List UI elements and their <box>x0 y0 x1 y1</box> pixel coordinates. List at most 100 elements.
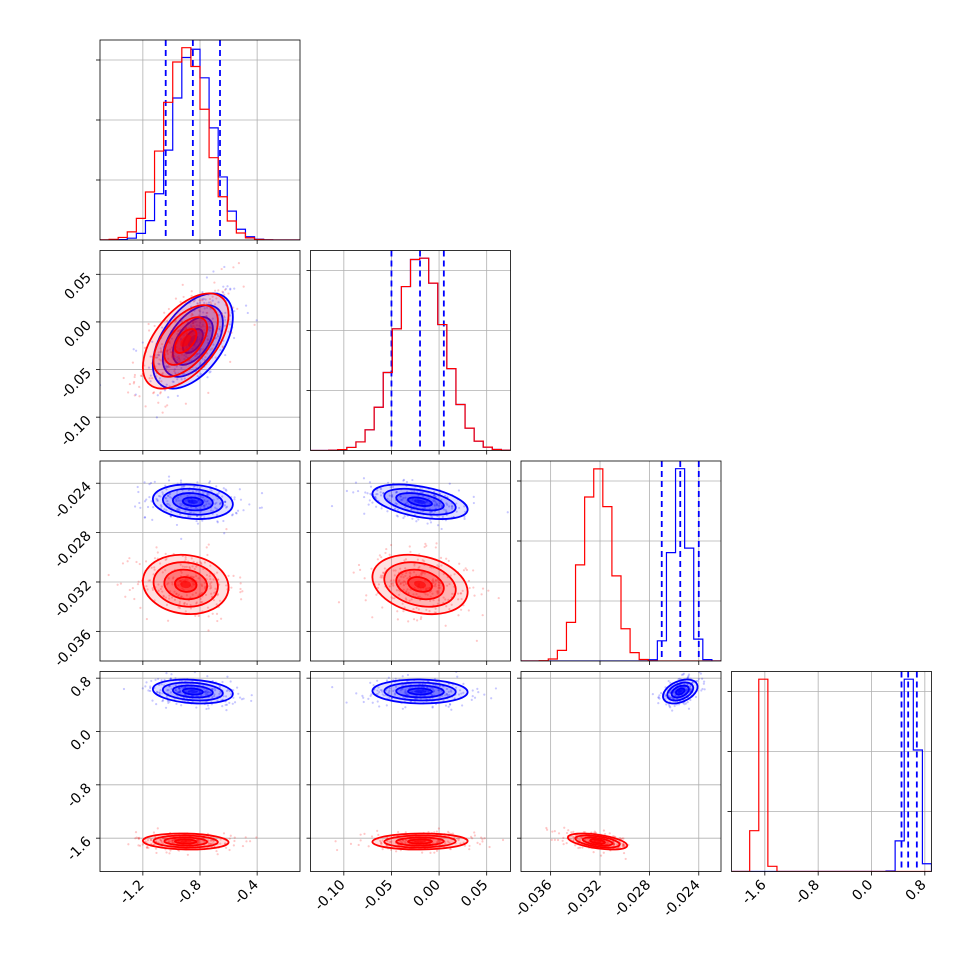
scatter-point <box>388 553 391 556</box>
scatter-point <box>160 839 163 842</box>
scatter-point <box>685 688 688 691</box>
scatter-point <box>405 692 408 695</box>
scatter-point <box>167 494 170 498</box>
scatter-point <box>447 830 450 833</box>
scatter-point <box>402 839 405 843</box>
scatter-point <box>665 703 668 706</box>
scatter-point <box>429 511 432 514</box>
scatter-point <box>206 499 209 503</box>
scatter-point <box>166 349 169 352</box>
scatter-point <box>258 506 261 510</box>
density-level-series_b <box>180 335 192 347</box>
panel-3-0: -1.2 -0.8 -0.4 -1.6 -0.8 0.0 0.8 <box>64 671 301 908</box>
scatter-point <box>220 312 224 315</box>
scatter-point <box>497 596 500 600</box>
scatter-point <box>183 377 186 380</box>
scatter-point <box>161 491 164 494</box>
scatter-point <box>250 694 253 697</box>
scatter-point <box>371 501 374 504</box>
scatter-point <box>173 368 176 371</box>
scatter-point <box>374 496 377 499</box>
contour-series_b <box>567 832 629 851</box>
scatter-point <box>185 346 188 350</box>
scatter-point <box>448 693 451 697</box>
scatter-point <box>178 347 181 350</box>
scatter-point <box>225 846 228 849</box>
contour-series_a <box>395 492 445 512</box>
scatter-point <box>194 358 197 361</box>
scatter-point <box>409 504 413 507</box>
scatter-point <box>175 523 179 527</box>
scatter-point <box>376 558 379 561</box>
scatter-point <box>190 314 193 317</box>
scatter-point <box>405 590 408 593</box>
scatter-point <box>210 839 213 842</box>
scatter-point <box>180 571 183 574</box>
scatter-point <box>206 693 209 696</box>
scatter-point <box>143 516 146 519</box>
scatter-point <box>134 393 137 396</box>
scatter-point <box>208 367 211 370</box>
scatter-point <box>203 561 206 564</box>
scatter-point <box>149 481 153 485</box>
scatter-point <box>147 846 150 849</box>
contour-series_b <box>141 832 230 851</box>
scatter-point <box>223 504 226 507</box>
scatter-point <box>403 515 406 518</box>
scatter-point <box>354 481 358 484</box>
scatter-point <box>171 583 174 586</box>
scatter-point <box>158 377 162 380</box>
scatter-point <box>621 844 624 848</box>
scatter-point <box>176 356 179 359</box>
density-level-series_a <box>414 689 426 693</box>
scatter-point <box>159 347 162 350</box>
scatter-point <box>209 370 212 373</box>
scatter-point <box>444 842 447 845</box>
scatter-point <box>156 827 159 830</box>
scatter-point <box>167 475 171 478</box>
scatter-point <box>192 582 195 585</box>
scatter-point <box>166 699 169 703</box>
scatter-point <box>207 615 210 618</box>
scatter-point <box>169 849 172 852</box>
scatter-point <box>167 479 171 482</box>
scatter-point <box>201 492 205 495</box>
scatter-point <box>412 618 416 621</box>
scatter-point <box>133 394 136 397</box>
density-level-series_a <box>187 499 198 504</box>
scatter-point <box>135 560 138 564</box>
scatter-point <box>396 830 400 834</box>
panel-content <box>521 671 721 872</box>
scatter-point <box>209 326 213 330</box>
scatter-point <box>412 608 415 611</box>
scatter-point <box>170 337 174 340</box>
scatter-point <box>663 695 667 698</box>
scatter-point <box>426 587 429 590</box>
contour-series_b <box>574 834 621 849</box>
scatter-point <box>200 325 203 328</box>
scatter-point <box>395 502 398 506</box>
scatter-point <box>136 485 139 489</box>
scatter-point <box>454 686 458 689</box>
scatter-point <box>402 478 406 481</box>
scatter-point <box>391 493 394 497</box>
scatter-point <box>224 353 227 357</box>
scatter-point <box>185 574 188 577</box>
scatter-point <box>167 577 170 580</box>
scatter-point <box>234 511 238 515</box>
scatter-point <box>140 374 143 378</box>
scatter-point <box>222 291 225 294</box>
scatter-point <box>176 690 179 694</box>
scatter-point <box>668 691 671 694</box>
scatter-point <box>135 836 138 839</box>
scatter-point <box>470 698 473 702</box>
scatter-point <box>415 574 418 577</box>
scatter-point <box>164 496 167 500</box>
scatter-point <box>433 499 436 503</box>
scatter-point <box>242 509 245 512</box>
scatter-point <box>367 845 370 848</box>
scatter-point <box>191 322 194 325</box>
scatter-point <box>177 496 180 499</box>
scatter-point <box>352 571 355 574</box>
scatter-point <box>181 283 184 286</box>
